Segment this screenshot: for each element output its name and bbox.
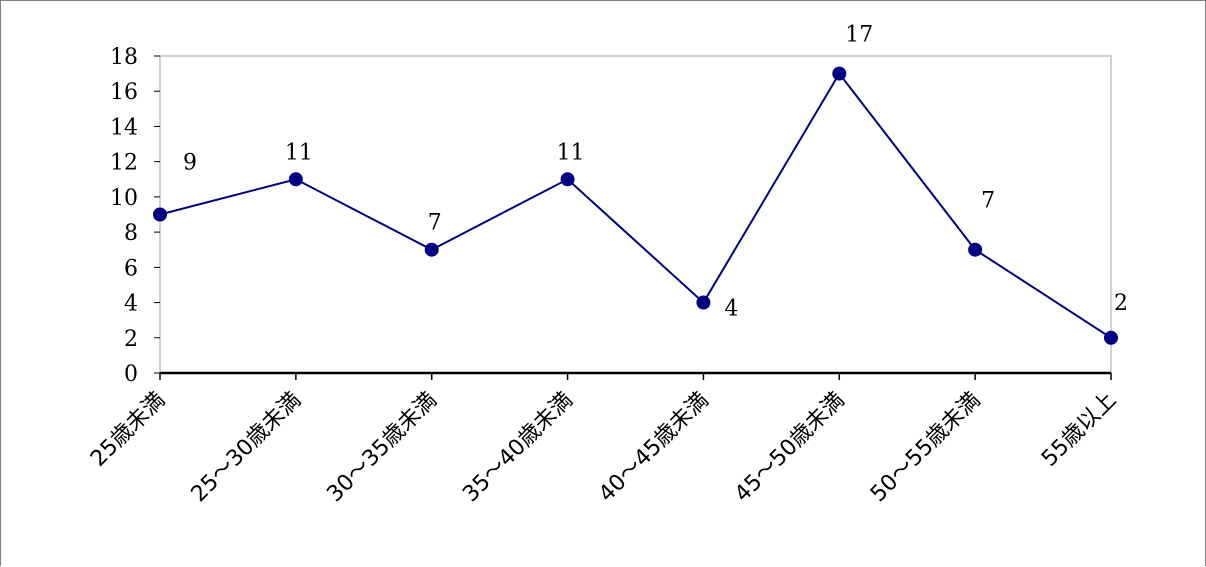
data-labels: 9 11 7 11 4 17 7 2 (183, 23, 1128, 322)
y-tick-label: 14 (110, 115, 138, 140)
y-tick-label: 0 (124, 362, 138, 387)
data-point (424, 242, 439, 257)
y-tick-label: 12 (110, 151, 138, 176)
data-point (560, 172, 575, 187)
data-label: 17 (845, 23, 873, 48)
x-axis-labels: 25歳未満 25～30歳未満 30～35歳未満 35～40歳未満 40～45歳未満 45～… (86, 388, 1121, 508)
y-axis: 0 2 4 6 8 10 12 14 16 18 (110, 45, 160, 387)
data-label: 9 (183, 151, 197, 176)
x-category-label: 50～55歳未満 (866, 388, 986, 508)
y-tick-label: 10 (110, 186, 138, 211)
x-category-label: 40～45歳未満 (594, 388, 714, 508)
plot-area (159, 55, 1112, 374)
data-label: 2 (1114, 291, 1128, 316)
x-category-label: 30～35歳未満 (322, 388, 442, 508)
data-label: 11 (285, 140, 313, 165)
data-point (832, 66, 847, 81)
data-point (153, 207, 167, 222)
x-category-label: 35～40歳未満 (458, 388, 578, 508)
series-line (159, 71, 1112, 339)
y-tick-label: 2 (124, 327, 138, 352)
x-category-label: 25～30歳未満 (187, 388, 307, 508)
data-label: 7 (981, 189, 995, 214)
data-label: 4 (724, 297, 738, 322)
data-point (968, 242, 983, 257)
y-tick-label: 4 (124, 292, 138, 317)
x-axis-ticks (159, 373, 1112, 380)
y-tick-label: 8 (124, 221, 138, 246)
x-category-label: 55歳以上 (1037, 388, 1121, 472)
data-point (288, 172, 303, 187)
data-label: 11 (557, 140, 585, 165)
y-tick-label: 18 (110, 45, 138, 70)
x-category-label: 25歳未満 (86, 388, 170, 472)
y-tick-label: 16 (110, 80, 138, 105)
data-label: 7 (428, 211, 442, 236)
y-tick-label: 6 (124, 256, 138, 281)
data-point (1104, 330, 1118, 345)
series-markers (153, 66, 1118, 345)
data-point (696, 295, 711, 310)
x-category-label: 45～50歳未満 (730, 388, 850, 508)
